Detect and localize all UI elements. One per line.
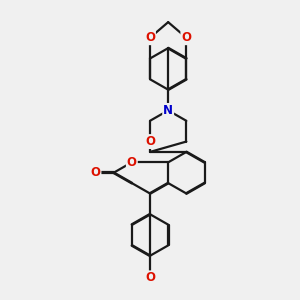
Text: O: O xyxy=(145,271,155,284)
Text: O: O xyxy=(127,156,137,169)
Text: O: O xyxy=(145,135,155,148)
Text: N: N xyxy=(163,104,173,117)
Text: O: O xyxy=(181,31,191,44)
Text: O: O xyxy=(91,166,100,179)
Text: O: O xyxy=(145,31,155,44)
